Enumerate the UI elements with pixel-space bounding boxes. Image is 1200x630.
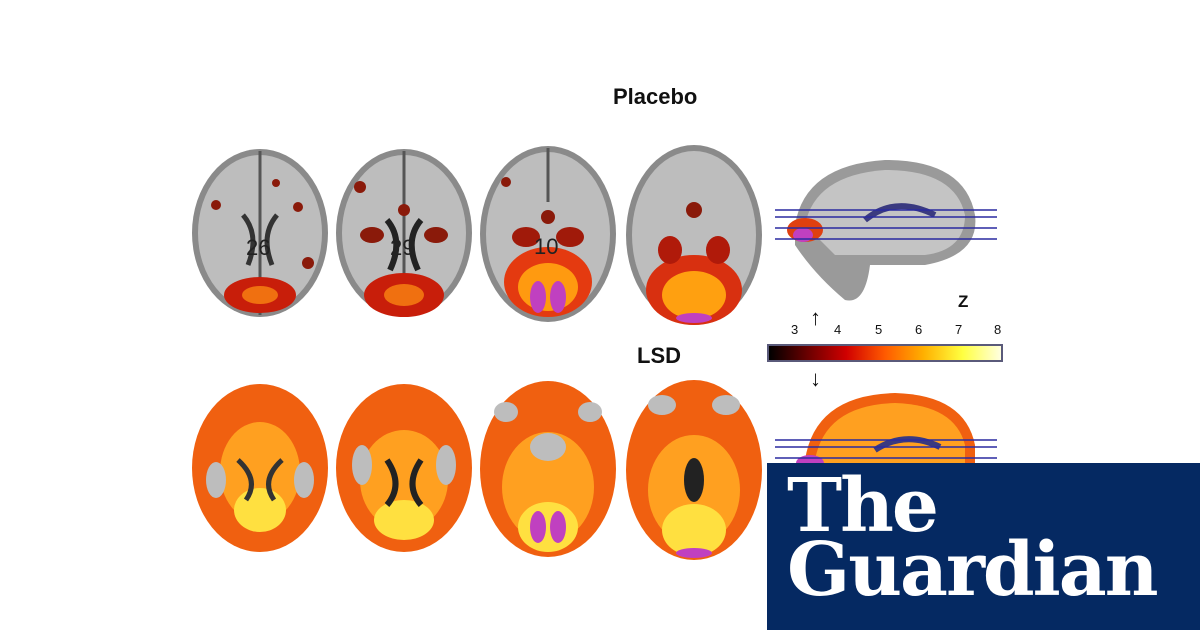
colorbar-tick: 6	[915, 322, 923, 337]
colorbar-tick: 4	[834, 322, 842, 337]
colorbar-tick: 5	[875, 322, 883, 337]
lsd-slice-2	[336, 384, 472, 552]
placebo-slice-2: 29	[336, 149, 472, 317]
slice-label-2: 29	[390, 235, 414, 260]
logo-line-2: Guardian	[787, 527, 1159, 613]
colorbar-label: Z	[958, 292, 969, 311]
guardian-logo: The Guardian	[767, 463, 1200, 630]
arrow-down-icon: ↓	[810, 366, 821, 391]
logo-line-1: The	[787, 463, 939, 549]
colorbar: 3 4 5 6 7 8	[767, 322, 1003, 364]
placebo-slice-4	[626, 145, 762, 325]
lsd-slice-3	[480, 381, 616, 557]
lsd-title: LSD	[637, 343, 681, 368]
colorbar-tick: 8	[994, 322, 1002, 337]
placebo-slice-3: 10	[480, 146, 616, 322]
arrow-up-icon: ↑	[810, 305, 821, 330]
placebo-slice-1: 26	[192, 149, 328, 317]
colorbar-tick: 3	[791, 322, 799, 337]
slice-label-1: 26	[246, 235, 270, 260]
placebo-title: Placebo	[613, 84, 698, 109]
lsd-slice-4	[626, 380, 762, 560]
lsd-slice-1	[192, 384, 328, 552]
slice-label-3: 10	[534, 234, 558, 259]
colorbar-gradient	[767, 344, 1003, 362]
colorbar-tick: 7	[955, 322, 963, 337]
placebo-sagittal	[775, 160, 997, 301]
